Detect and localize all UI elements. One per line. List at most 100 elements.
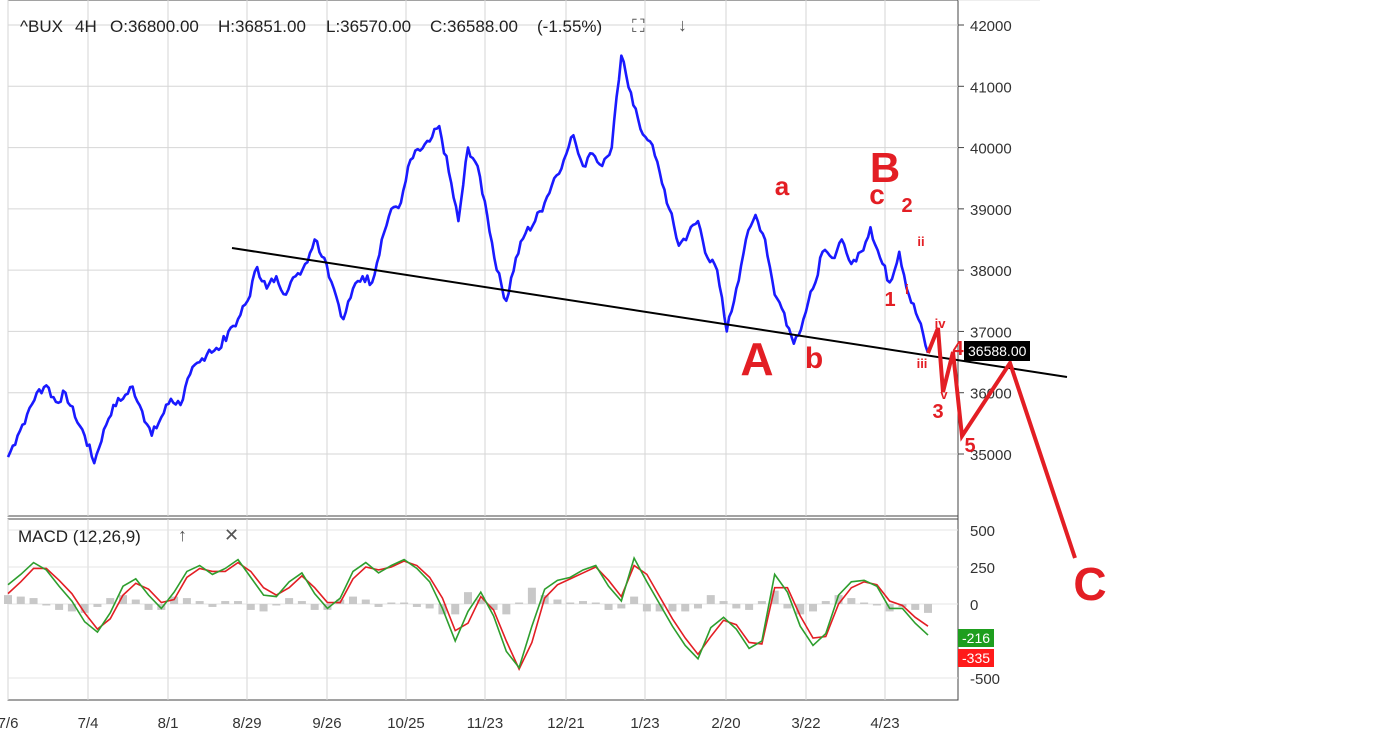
arrow-up-icon[interactable]: ↑ xyxy=(178,525,187,545)
macd-histogram-bar xyxy=(182,598,191,604)
trend-line xyxy=(231,247,1068,378)
macd-histogram-bar xyxy=(642,604,651,612)
x-tick-label: 10/25 xyxy=(387,715,425,732)
macd-histogram-bar xyxy=(515,602,524,604)
macd-histogram-bar xyxy=(464,592,472,604)
y-tick-label: 40000 xyxy=(970,141,1012,158)
macd-histogram-bar xyxy=(719,601,728,604)
macd-histogram-bar xyxy=(860,602,869,604)
y-tick-label: 35000 xyxy=(970,447,1012,464)
header-symbol: ^BUX xyxy=(20,17,63,36)
macd-histogram-bar xyxy=(400,602,409,604)
macd-histogram-bar xyxy=(425,604,434,609)
macd-histogram-bar xyxy=(272,604,281,606)
header-close: C:36588.00 xyxy=(430,17,518,36)
macd-histogram-bar xyxy=(297,601,306,604)
macd-histogram-bar xyxy=(476,599,485,604)
label-wave-4: 4 xyxy=(952,338,964,360)
macd-line xyxy=(7,556,929,670)
macd-histogram-bar xyxy=(668,604,677,612)
label-wave-iv: iv xyxy=(935,316,947,331)
macd-histogram-bar xyxy=(745,604,754,610)
label-wave-i: i xyxy=(905,281,909,297)
macd-histogram-bar xyxy=(246,604,255,610)
label-wave-3: 3 xyxy=(932,401,943,423)
macd-histogram-bar xyxy=(106,598,115,604)
macd-histogram-bar xyxy=(834,595,843,604)
macd-histogram-bar xyxy=(131,599,140,604)
y-tick-label: 42000 xyxy=(970,18,1012,35)
macd-histogram-bar xyxy=(80,604,89,613)
label-wave-C: C xyxy=(1073,558,1106,610)
macd-histogram-bar xyxy=(655,604,664,612)
macd-histogram-bar xyxy=(387,602,396,604)
macd-tick-label: -500 xyxy=(970,671,1000,688)
macd-histogram-bar xyxy=(732,604,741,609)
x-tick-label: 7/6 xyxy=(0,715,18,732)
macd-histogram-bar xyxy=(67,604,76,612)
macd-histogram-bar xyxy=(694,604,702,609)
macd-histogram-bar xyxy=(310,604,319,610)
macd-tick-label: 500 xyxy=(970,523,995,540)
label-wave-2: 2 xyxy=(901,195,912,217)
macd-histogram-bar xyxy=(42,604,51,606)
macd-histogram-bar xyxy=(566,602,575,604)
macd-histogram-bar xyxy=(502,604,511,615)
macd-histogram-bar xyxy=(157,604,166,610)
label-wave-iii: iii xyxy=(917,356,928,371)
macd-histogram-bar xyxy=(234,601,242,604)
header-high: H:36851.00 xyxy=(218,17,306,36)
macd-histogram-bar xyxy=(195,601,204,604)
macd-histogram-bar xyxy=(361,599,370,604)
x-tick-label: 1/23 xyxy=(630,715,659,732)
x-tick-label: 3/22 xyxy=(791,715,820,732)
macd-histogram-bar xyxy=(323,604,332,610)
macd-signal-line xyxy=(7,560,929,672)
label-wave-a: a xyxy=(775,171,790,201)
arrow-down-icon[interactable]: ↓ xyxy=(678,15,687,35)
macd-value-tag: -216 xyxy=(958,629,995,647)
macd-histogram-bar xyxy=(374,604,383,607)
label-wave-B: B xyxy=(870,144,900,191)
y-tick-label: 37000 xyxy=(970,324,1012,341)
macd-histogram-bar xyxy=(579,601,587,604)
macd-histogram-bar xyxy=(412,604,421,607)
label-wave-5: 5 xyxy=(964,435,975,457)
label-wave-b: b xyxy=(805,342,823,375)
x-tick-label: 8/29 xyxy=(232,715,261,732)
y-tick-label: 41000 xyxy=(970,79,1012,96)
macd-histogram-bar xyxy=(821,601,830,604)
macd-title: MACD (12,26,9) xyxy=(18,527,141,546)
macd-histogram-bar xyxy=(93,604,102,607)
macd-histogram-bar xyxy=(451,604,460,615)
macd-tick-label: 250 xyxy=(970,560,995,577)
label-wave-A: A xyxy=(740,333,773,385)
macd-histogram-bar xyxy=(872,604,881,606)
x-tick-label: 8/1 xyxy=(158,715,179,732)
header-interval: 4H xyxy=(75,17,97,36)
macd-histogram-bar xyxy=(527,587,536,604)
header-open: O:36800.00 xyxy=(110,17,199,36)
label-wave-v: v xyxy=(940,387,948,402)
macd-histogram-bar xyxy=(706,595,715,604)
label-wave-c: c xyxy=(869,179,885,210)
macd-histogram-bar xyxy=(783,604,792,609)
projected-wave-path xyxy=(926,327,1077,559)
macd-histogram-bar xyxy=(221,601,230,604)
macd-histogram-bar xyxy=(4,595,12,604)
x-tick-label: 2/20 xyxy=(711,715,740,732)
close-icon[interactable]: ✕ xyxy=(224,525,240,545)
x-tick-label: 12/21 xyxy=(547,715,585,732)
macd-histogram-bar xyxy=(617,604,626,609)
header-low: L:36570.00 xyxy=(326,17,412,36)
macd-histogram-bar xyxy=(924,604,932,613)
macd-histogram-bar xyxy=(29,598,38,604)
macd-histogram-bar xyxy=(681,604,690,612)
macd-histogram-bar xyxy=(847,598,856,604)
macd-histogram-bar xyxy=(757,601,766,604)
x-tick-label: 11/23 xyxy=(467,715,503,732)
fullscreen-icon[interactable]: ⛶ xyxy=(632,16,645,36)
price-tag: 36588.00 xyxy=(964,341,1031,361)
macd-histogram-bar xyxy=(349,596,357,604)
